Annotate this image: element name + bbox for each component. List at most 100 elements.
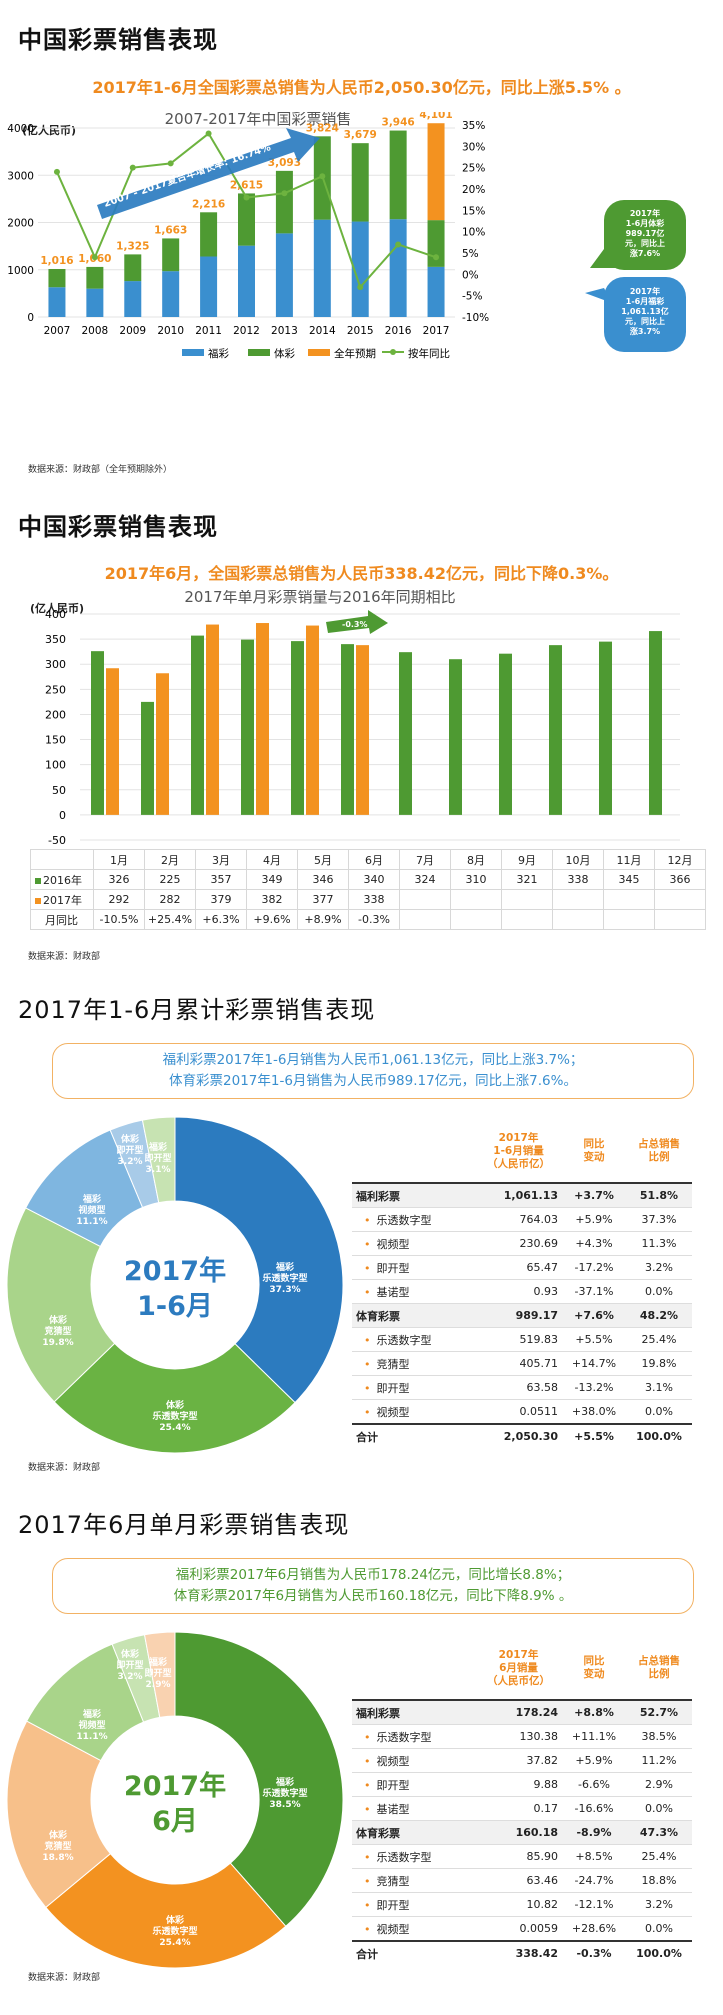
chart2-title: 2017年单月彩票销量与2016年同期相比	[184, 590, 455, 606]
row-name: 福利彩票	[352, 1700, 475, 1725]
bar-2016	[291, 641, 304, 815]
cell	[603, 889, 655, 910]
table-row: • 竞猜型 63.46 -24.7% 18.8%	[352, 1868, 692, 1893]
yoy-change: -0.3%	[562, 1940, 626, 1965]
table-row: 合计 338.42 -0.3% 100.0%	[352, 1940, 692, 1965]
table-row: 体育彩票 160.18 -8.9% 47.3%	[352, 1820, 692, 1845]
share-percent: 0.0%	[625, 1399, 692, 1425]
slice-label: 福彩	[148, 1141, 167, 1153]
legend-label: 福彩	[208, 347, 229, 360]
row-name: • 竞猜型	[352, 1868, 475, 1893]
cell: 340	[348, 869, 400, 890]
cell: 349	[246, 869, 298, 890]
cell: 379	[195, 889, 247, 910]
total-label: 1,663	[154, 224, 187, 236]
month-header: 1月	[93, 849, 145, 870]
table-row: • 竞猜型 405.71 +14.7% 19.8%	[352, 1351, 692, 1376]
chart1-source: 数据来源：财政部（全年预期除外）	[28, 465, 173, 475]
row-label: 月同比	[30, 909, 94, 930]
bar-welfare	[86, 288, 104, 317]
header-cell: 同比 变动	[562, 1637, 626, 1701]
table-row: 福利彩票 1,061.13 +3.7% 51.8%	[352, 1183, 692, 1208]
header-cell: 占总销售 比例	[625, 1120, 692, 1184]
bar-2017	[306, 625, 319, 815]
sales-value: 0.93	[475, 1279, 563, 1304]
bar-welfare	[351, 221, 369, 317]
table-row: • 基诺型 0.93 -37.1% 0.0%	[352, 1279, 692, 1304]
slice-label: 2.9%	[146, 1680, 171, 1690]
sales-value: 0.0059	[475, 1916, 563, 1942]
chart2-source: 数据来源：财政部	[28, 952, 101, 962]
sales-value: 85.90	[475, 1844, 563, 1869]
bullet-icon: •	[364, 1405, 371, 1419]
share-percent: 48.2%	[625, 1303, 692, 1328]
row-name: • 乐透数字型	[352, 1724, 475, 1749]
row-name: • 基诺型	[352, 1796, 475, 1821]
slice-label: 福彩	[148, 1656, 167, 1668]
table-row: 月同比 -10.5% +25.4% +6.3% +9.6% +8.9% -0.3%	[30, 909, 706, 930]
bullet-icon: •	[364, 1850, 371, 1864]
x-tick-label: 2008	[81, 325, 108, 337]
sales-value: 63.46	[475, 1868, 563, 1893]
yoy-change: -16.6%	[562, 1796, 626, 1821]
bar-2017	[106, 668, 119, 815]
table-header: 2017年 6月销量 （人民币亿） 同比 变动 占总销售 比例	[352, 1637, 692, 1701]
share-percent: 18.8%	[625, 1868, 692, 1893]
bar-sports	[275, 170, 293, 234]
bar-welfare	[427, 266, 445, 317]
month-header: 4月	[246, 849, 298, 870]
sales-value: 405.71	[475, 1351, 563, 1376]
donut-slice	[53, 1342, 296, 1454]
bar-sports	[238, 193, 255, 246]
cell	[399, 909, 451, 930]
y-tick-label: 400	[45, 608, 66, 621]
y-tick-label: -50	[48, 834, 66, 847]
row-name: • 视频型	[352, 1748, 475, 1773]
donut-slice	[141, 1116, 176, 1204]
sales-value: 764.03	[475, 1207, 563, 1232]
monthly-data-table: 1月 2月 3月 4月 5月 6月 7月 8月 9月 10月 11月 12月 2016年 326 225 35…	[30, 849, 706, 930]
pie1-source: 数据来源：财政部	[28, 1463, 101, 1473]
slice-label: 18.8%	[42, 1853, 73, 1863]
y2-tick-label: 35%	[462, 120, 485, 132]
bar-sports	[48, 268, 66, 288]
cell: +6.3%	[195, 909, 247, 930]
legend-swatch	[35, 877, 41, 884]
bar-2017	[206, 624, 219, 815]
slice-label: 乐透数字型	[152, 1925, 197, 1937]
bar-2016	[241, 639, 254, 815]
sales-value: 178.24	[475, 1700, 563, 1725]
growth-point	[205, 130, 212, 137]
yoy-change: -12.1%	[562, 1892, 626, 1917]
table-row: 合计 2,050.30 +5.5% 100.0%	[352, 1423, 692, 1448]
slice-label: 0.0%	[298, 1110, 323, 1113]
slice-label: 乐透数字型	[152, 1410, 197, 1422]
slice-label: 25.4%	[159, 1423, 190, 1433]
y-tick-label: 200	[45, 708, 66, 721]
section2-title: 中国彩票销售表现	[18, 513, 218, 541]
slice-label: 37.3%	[269, 1285, 300, 1295]
bar-2016	[341, 644, 354, 815]
sales-value: 37.82	[475, 1748, 563, 1773]
growth-point	[243, 194, 250, 201]
cell: 321	[501, 869, 553, 890]
share-percent: 0.0%	[625, 1916, 692, 1942]
y-tick-label: 1000	[7, 265, 34, 277]
bullet-icon: •	[364, 1802, 371, 1816]
bar-2016	[399, 652, 412, 815]
legend-swatch	[182, 349, 204, 356]
donut-slice	[6, 1207, 116, 1403]
sales-value: 1,061.13	[475, 1183, 563, 1208]
bullet-icon: •	[364, 1261, 371, 1275]
y-tick-label: 0	[27, 312, 34, 324]
x-tick-label: 2007	[44, 325, 71, 337]
bar-sports	[86, 266, 104, 289]
section4-title: 2017年6月单月彩票销售表现	[18, 1511, 350, 1539]
bubble-welfare-text: 1-6月福彩	[626, 296, 664, 306]
slice-label: 福彩	[275, 1261, 294, 1273]
yoy-change: -24.7%	[562, 1868, 626, 1893]
growth-point	[167, 160, 174, 167]
cell: 382	[246, 889, 298, 910]
bar-welfare	[48, 287, 66, 317]
bubble-sports-text: 2017年	[630, 208, 660, 218]
